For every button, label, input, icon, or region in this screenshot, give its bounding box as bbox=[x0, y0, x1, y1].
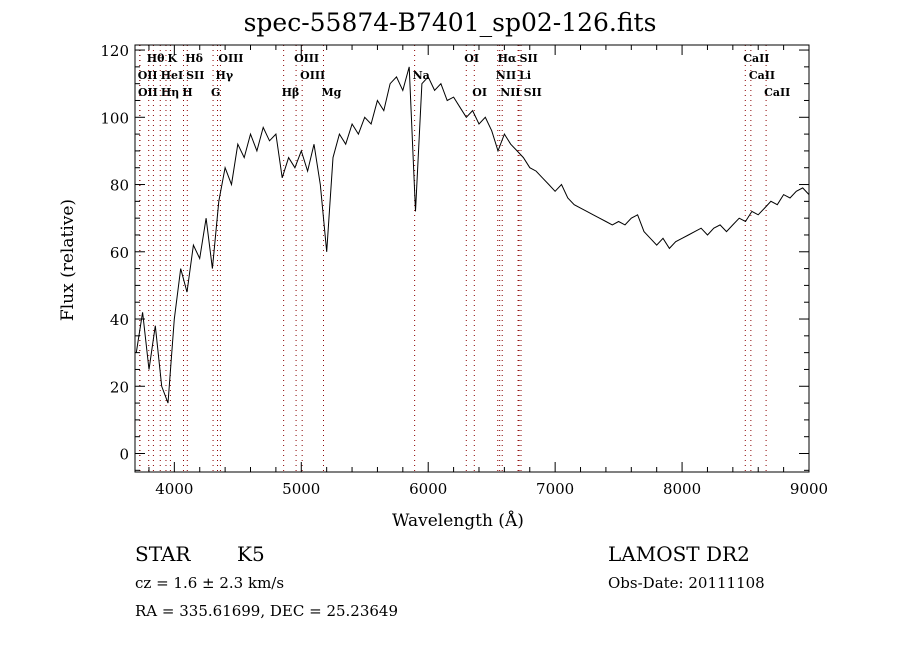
y-tick-label: 0 bbox=[119, 446, 129, 464]
redshift-text: cz = 1.6 ± 2.3 km/s bbox=[135, 574, 285, 592]
chart-title: spec-55874-B7401_sp02-126.fits bbox=[243, 8, 657, 37]
line-marker-label: Hγ bbox=[216, 69, 234, 82]
line-marker-label: Li bbox=[519, 69, 531, 82]
line-marker-label: OII bbox=[138, 86, 158, 99]
line-marker-label: SII bbox=[186, 69, 204, 82]
obs-date: Obs-Date: 20111108 bbox=[608, 574, 765, 592]
line-marker-label: G bbox=[211, 86, 220, 99]
line-marker-label: K bbox=[167, 52, 177, 65]
line-marker-label: OIII bbox=[218, 52, 243, 65]
x-tick-label: 8000 bbox=[663, 480, 701, 498]
line-marker-label: Hβ bbox=[282, 86, 300, 99]
line-marker-label: SII bbox=[524, 86, 542, 99]
line-marker-label: OI bbox=[464, 52, 479, 65]
y-axis-label: Flux (relative) bbox=[58, 198, 78, 322]
y-tick-label: 80 bbox=[110, 177, 129, 195]
x-axis-label: Wavelength (Å) bbox=[392, 511, 524, 531]
line-marker-label: Hδ bbox=[185, 52, 203, 65]
spectrum-line bbox=[135, 66, 810, 404]
line-marker-label: Hθ bbox=[147, 52, 165, 65]
y-tick-label: 120 bbox=[100, 42, 129, 60]
spectral-class: STAR bbox=[135, 542, 191, 566]
line-marker-label: SII bbox=[520, 52, 538, 65]
x-tick-label: 5000 bbox=[282, 480, 320, 498]
x-tick-label: 4000 bbox=[155, 480, 193, 498]
line-marker-label: NII bbox=[500, 86, 520, 99]
line-marker-label: Hη bbox=[161, 86, 179, 99]
y-tick-label: 60 bbox=[110, 244, 129, 262]
x-tick-label: 6000 bbox=[409, 480, 447, 498]
line-marker-label: OII bbox=[138, 69, 158, 82]
x-tick-label: 9000 bbox=[790, 480, 828, 498]
line-marker-label: CaII bbox=[743, 52, 769, 65]
plot-frame bbox=[134, 44, 810, 473]
line-marker-label: HeI bbox=[161, 69, 184, 82]
line-marker-label: OIII bbox=[294, 52, 319, 65]
y-tick-label: 40 bbox=[110, 311, 129, 329]
x-tick-label: 7000 bbox=[536, 480, 574, 498]
line-marker-label: Mg bbox=[321, 86, 341, 99]
line-marker-label: CaII bbox=[749, 69, 775, 82]
line-marker-label: CaII bbox=[764, 86, 790, 99]
spectral-subclass: K5 bbox=[237, 542, 265, 566]
line-marker-label: NII bbox=[496, 69, 516, 82]
survey-name: LAMOST DR2 bbox=[608, 542, 750, 566]
line-marker-label: OIII bbox=[300, 69, 325, 82]
line-marker-label: OI bbox=[472, 86, 487, 99]
line-marker-label: Hα bbox=[498, 52, 517, 65]
line-marker-label: H bbox=[182, 86, 192, 99]
line-marker-label: Na bbox=[413, 69, 430, 82]
y-tick-label: 20 bbox=[110, 378, 129, 396]
y-tick-label: 100 bbox=[100, 109, 129, 127]
coordinates-text: RA = 335.61699, DEC = 25.23649 bbox=[135, 602, 399, 620]
